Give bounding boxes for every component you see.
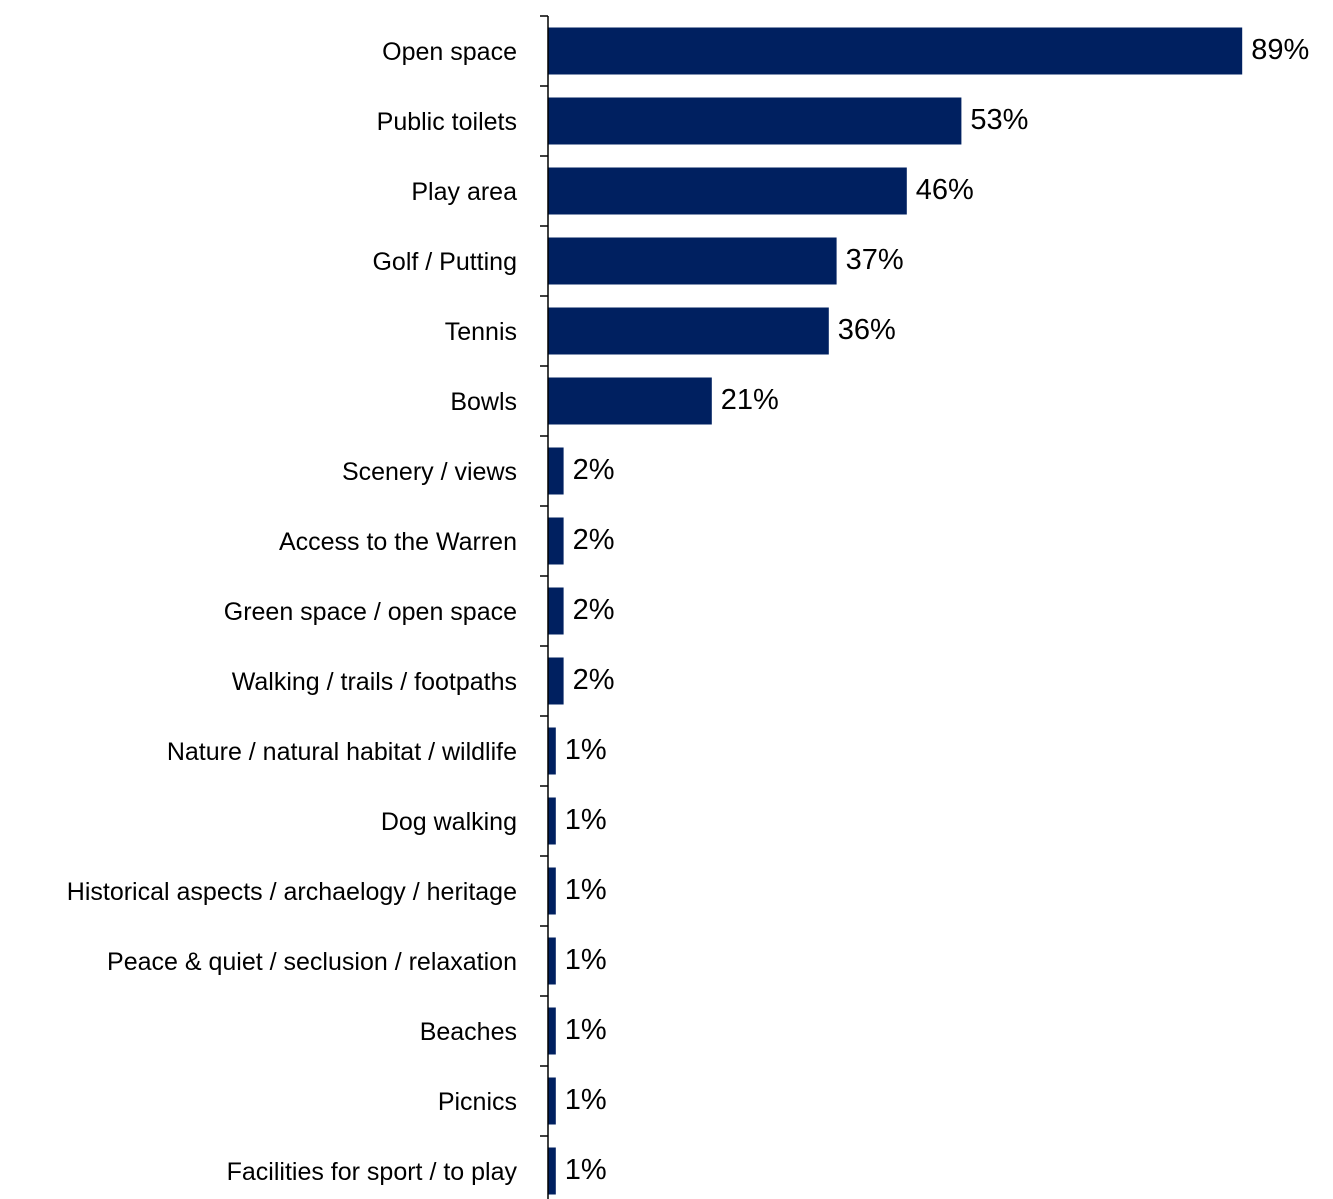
value-label-beaches: 1%	[565, 1014, 607, 1046]
bar-public-toilets	[548, 97, 962, 145]
category-label-facilities-for-sport-to-play: Facilities for sport / to play	[227, 1158, 518, 1186]
bar-dog-walking	[548, 797, 556, 845]
category-label-scenery-views: Scenery / views	[342, 458, 517, 486]
category-label-open-space: Open space	[382, 38, 517, 66]
bar-historical-aspects-archaelogy-heritage	[548, 867, 556, 915]
bar-golf-putting	[548, 237, 837, 285]
bar-tennis	[548, 307, 829, 355]
value-label-peace-quiet-seclusion-relaxation: 1%	[565, 944, 607, 976]
category-label-beaches: Beaches	[420, 1018, 517, 1046]
category-label-dog-walking: Dog walking	[381, 808, 517, 836]
value-label-tennis: 36%	[838, 314, 896, 346]
y-axis	[540, 15, 549, 1199]
bar-facilities-for-sport-to-play	[548, 1147, 556, 1195]
bar-scenery-views	[548, 447, 564, 495]
category-label-bowls: Bowls	[450, 388, 517, 416]
value-label-green-space-open-space: 2%	[573, 594, 615, 626]
value-label-facilities-for-sport-to-play: 1%	[565, 1154, 607, 1186]
category-label-tennis: Tennis	[445, 318, 517, 346]
value-label-access-to-the-warren: 2%	[573, 524, 615, 556]
value-label-bowls: 21%	[721, 384, 779, 416]
value-label-scenery-views: 2%	[573, 454, 615, 486]
bar-green-space-open-space	[548, 587, 564, 635]
category-labels-group: Open space Public toilets Play area Golf / …	[67, 38, 518, 1186]
category-label-peace-quiet-seclusion-relaxation: Peace & quiet / seclusion / relaxation	[107, 948, 517, 976]
category-label-access-to-the-warren: Access to the Warren	[279, 528, 517, 556]
value-label-walking-trails-footpaths: 2%	[573, 664, 615, 696]
bar-open-space	[548, 27, 1243, 75]
bar-nature-natural-habitat-wildlife	[548, 727, 556, 775]
bar-beaches	[548, 1007, 556, 1055]
value-label-historical-aspects-archaelogy-heritage: 1%	[565, 874, 607, 906]
bar-play-area	[548, 167, 907, 215]
category-label-public-toilets: Public toilets	[377, 108, 517, 136]
value-label-play-area: 46%	[916, 174, 974, 206]
value-label-nature-natural-habitat-wildlife: 1%	[565, 734, 607, 766]
value-labels-group: 89% 53% 46% 37% 36% 21% 2% 2% 2% 2% 1% 1% 1% 1% 1% 1% 1%	[565, 34, 1309, 1186]
category-label-walking-trails-footpaths: Walking / trails / footpaths	[232, 668, 517, 696]
value-label-picnics: 1%	[565, 1084, 607, 1116]
category-label-play-area: Play area	[411, 178, 517, 206]
category-label-picnics: Picnics	[438, 1088, 517, 1116]
bar-walking-trails-footpaths	[548, 657, 564, 705]
category-label-nature-natural-habitat-wildlife: Nature / natural habitat / wildlife	[167, 738, 517, 766]
value-label-dog-walking: 1%	[565, 804, 607, 836]
bar-peace-quiet-seclusion-relaxation	[548, 937, 556, 985]
category-label-golf-putting: Golf / Putting	[372, 248, 517, 276]
bar-bowls	[548, 377, 712, 425]
bar-picnics	[548, 1077, 556, 1125]
category-label-green-space-open-space: Green space / open space	[224, 598, 517, 626]
category-label-historical-aspects-archaelogy-heritage: Historical aspects / archaelogy / herita…	[67, 878, 517, 906]
value-label-open-space: 89%	[1251, 34, 1309, 66]
value-label-public-toilets: 53%	[970, 104, 1028, 136]
bars-group	[548, 27, 1243, 1195]
bar-access-to-the-warren	[548, 517, 564, 565]
value-label-golf-putting: 37%	[846, 244, 904, 276]
